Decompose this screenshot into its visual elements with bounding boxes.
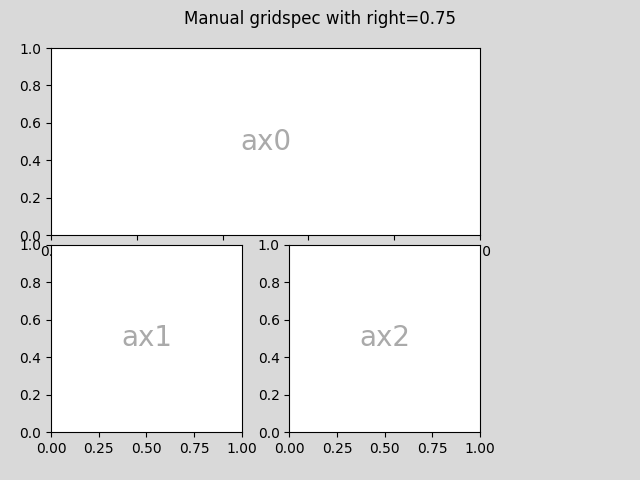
Text: ax2: ax2 <box>359 324 410 352</box>
Text: Manual gridspec with right=0.75: Manual gridspec with right=0.75 <box>184 10 456 28</box>
Text: ax1: ax1 <box>121 324 172 352</box>
Text: ax0: ax0 <box>240 128 291 156</box>
